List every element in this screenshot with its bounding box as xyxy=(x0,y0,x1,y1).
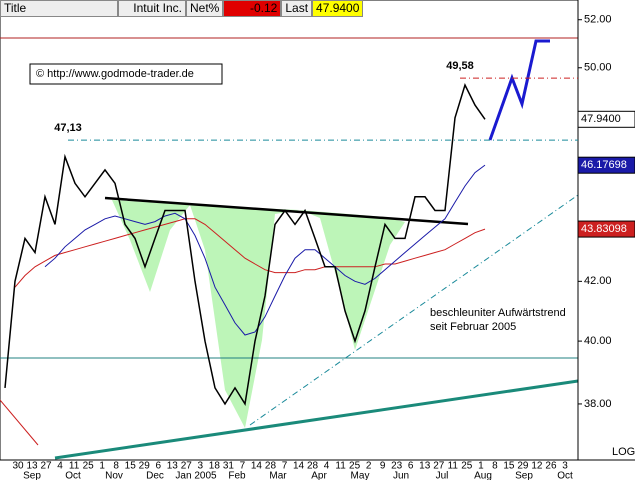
x-day-label: 1 xyxy=(99,461,105,472)
projection xyxy=(488,39,550,141)
x-month-label: Feb xyxy=(228,471,246,480)
x-day-label: 9 xyxy=(380,461,386,472)
accel-trend-line xyxy=(249,194,579,426)
annotation: seit Februar 2005 xyxy=(430,321,516,333)
x-day-label: 23 xyxy=(391,461,403,472)
red-segment xyxy=(0,399,39,446)
x-month-label: Mar xyxy=(269,471,287,480)
x-month-label: Apr xyxy=(311,471,327,480)
x-month-label: Dec xyxy=(146,471,164,480)
x-day-label: 14 xyxy=(293,461,305,472)
copyright-box xyxy=(29,63,223,85)
x-month-label: Jun xyxy=(393,471,409,480)
x-day-label: 6 xyxy=(155,461,161,472)
x-day-label: 11 xyxy=(69,461,80,472)
header: Title Intuit Inc. Net% -0.12 Last 47.940… xyxy=(0,0,364,17)
price-tag xyxy=(577,220,635,238)
x-day-label: 15 xyxy=(503,461,515,472)
header-title: Title xyxy=(0,0,118,17)
x-month-label: Oct xyxy=(65,471,81,480)
x-day-label: 6 xyxy=(408,461,414,472)
x-day-label: 13 xyxy=(167,461,179,472)
header-last-value: 47.9400 xyxy=(312,0,364,17)
x-day-label: 30 xyxy=(12,461,24,472)
series-line xyxy=(44,164,486,336)
level-label: 49,58 xyxy=(446,60,474,72)
x-day-label: 29 xyxy=(139,461,151,472)
y-tick-label: 50.00 xyxy=(584,62,612,74)
price-tag xyxy=(577,156,635,174)
pattern-fill xyxy=(112,200,405,428)
x-day-label: 7 xyxy=(282,461,288,472)
series-line xyxy=(14,218,486,288)
x-month-label: Oct xyxy=(557,471,573,480)
x-day-label: 8 xyxy=(492,461,498,472)
x-day-label: 18 xyxy=(209,461,221,472)
price-tag-label: 46.17698 xyxy=(581,159,627,171)
x-day-label: 11 xyxy=(335,461,346,472)
header-net-value: -0.12 xyxy=(223,0,282,17)
price-tag-label: 47.9400 xyxy=(581,113,621,125)
x-day-label: 25 xyxy=(83,461,95,472)
y-tick-label: 52.00 xyxy=(584,14,612,26)
x-day-label: 25 xyxy=(461,461,473,472)
x-day-label: 31 xyxy=(223,461,235,472)
series-line xyxy=(4,82,486,406)
x-day-label: 13 xyxy=(419,461,431,472)
x-day-label: 8 xyxy=(113,461,119,472)
neckline xyxy=(104,196,469,226)
x-day-label: 3 xyxy=(562,461,568,472)
x-day-label: 1 xyxy=(478,461,484,472)
x-day-label: 11 xyxy=(448,461,459,472)
x-month-label: Sep xyxy=(515,471,533,480)
trend-line xyxy=(54,379,579,460)
x-day-label: 12 xyxy=(531,461,543,472)
x-month-label: Aug xyxy=(474,471,492,480)
x-month-label: May xyxy=(351,471,370,480)
copyright: © http://www.godmode-trader.de xyxy=(36,68,194,80)
x-day-label: 26 xyxy=(545,461,557,472)
x-day-label: 4 xyxy=(324,461,330,472)
x-day-label: 28 xyxy=(307,461,319,472)
header-net-label: Net% xyxy=(186,0,224,17)
x-day-label: 2 xyxy=(366,461,372,472)
x-month-label: Jul xyxy=(436,471,449,480)
x-day-label: 27 xyxy=(40,461,52,472)
x-day-label: 27 xyxy=(181,461,193,472)
x-day-label: 3 xyxy=(198,461,204,472)
price-tag-label: 43.83098 xyxy=(581,223,627,235)
level-label: 47,13 xyxy=(54,122,82,134)
annotation: beschleuniter Aufwärtstrend xyxy=(430,307,566,319)
x-day-label: 28 xyxy=(265,461,277,472)
x-month-label: Nov xyxy=(105,471,123,480)
header-symbol: Intuit Inc. xyxy=(118,0,186,17)
x-day-label: 14 xyxy=(251,461,263,472)
header-last-label: Last xyxy=(281,0,313,17)
x-day-label: 25 xyxy=(349,461,361,472)
x-day-label: 15 xyxy=(125,461,137,472)
x-day-label: 7 xyxy=(240,461,246,472)
x-day-label: 29 xyxy=(517,461,529,472)
y-tick-label: 38.00 xyxy=(584,398,612,410)
x-day-label: 13 xyxy=(26,461,38,472)
x-day-label: 27 xyxy=(433,461,445,472)
x-day-label: 4 xyxy=(57,461,63,472)
y-tick-label: 42.00 xyxy=(584,275,612,287)
scale-label: LOG xyxy=(612,446,635,458)
x-month-label: Jan 2005 xyxy=(175,471,217,480)
y-tick-label: 40.00 xyxy=(584,335,612,347)
x-month-label: Sep xyxy=(23,471,41,480)
price-tag xyxy=(577,110,635,128)
